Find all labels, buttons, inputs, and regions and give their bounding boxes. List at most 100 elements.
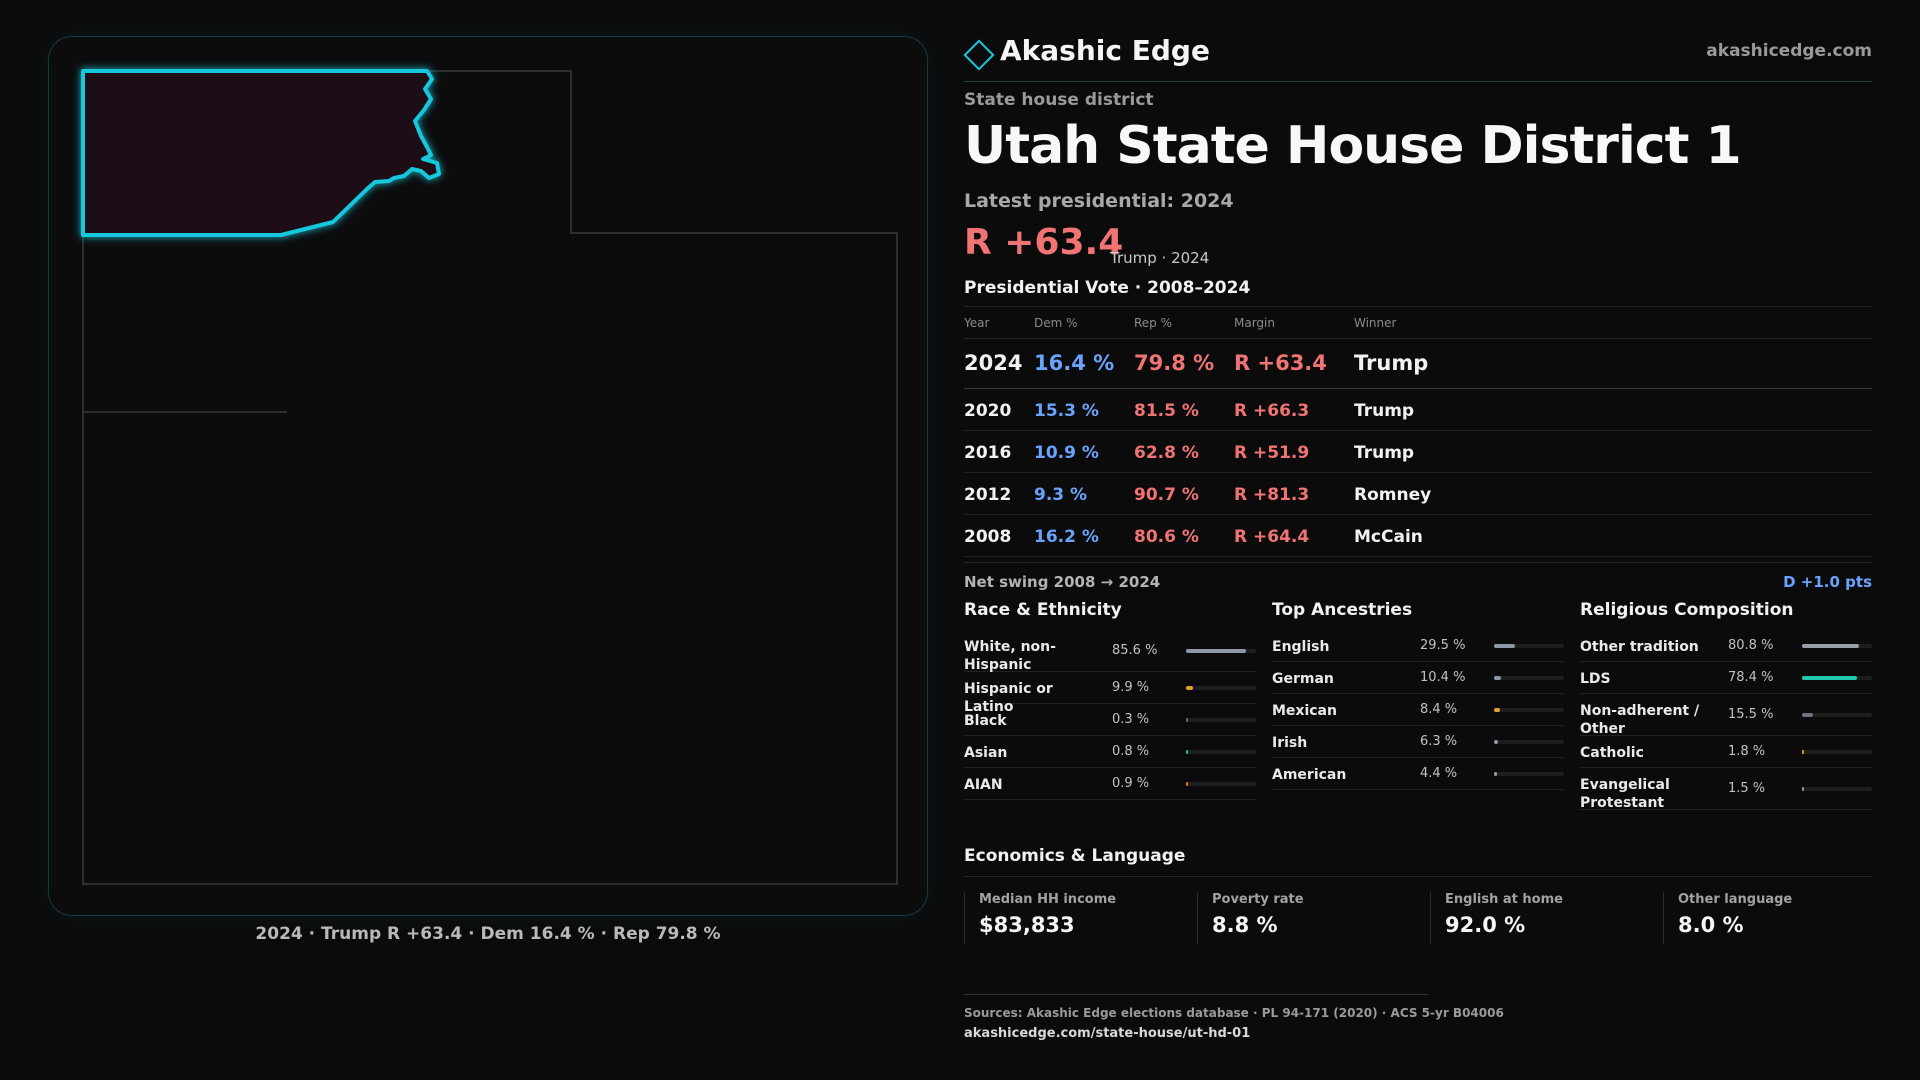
bar-track xyxy=(1802,676,1872,680)
bar-fill xyxy=(1494,740,1499,744)
stat-card: Poverty rate 8.8 % xyxy=(1197,892,1417,944)
item-label: Catholic xyxy=(1580,745,1644,761)
list-item: LDS 78.4 % xyxy=(1580,662,1872,694)
item-label: Non-adherent / Other xyxy=(1580,703,1700,737)
stat-value: $83,833 xyxy=(979,913,1075,937)
bar-fill xyxy=(1186,686,1193,690)
item-value: 0.9 % xyxy=(1112,776,1150,791)
cell-year: 2008 xyxy=(964,527,1012,547)
district-map[interactable] xyxy=(49,37,929,917)
bar-fill xyxy=(1186,649,1246,653)
permalink[interactable]: akashicedge.com/state-house/ut-hd-01 xyxy=(964,1026,1251,1041)
cell-dem: 10.9 % xyxy=(1034,443,1099,463)
item-value: 1.5 % xyxy=(1728,781,1766,796)
cell-year: 2020 xyxy=(964,401,1012,421)
col-winner: Winner xyxy=(1354,316,1397,330)
list-item: English 29.5 % xyxy=(1272,630,1564,662)
list-item: White, non-Hispanic 85.6 % xyxy=(964,630,1256,673)
latest-presidential-label: Latest presidential: 2024 xyxy=(964,190,1234,212)
item-value: 0.3 % xyxy=(1112,712,1150,727)
map-caption: 2024 · Trump R +63.4 · Dem 16.4 % · Rep … xyxy=(255,924,721,944)
cell-dem: 16.4 % xyxy=(1034,351,1115,375)
divider xyxy=(964,876,1872,877)
item-label: White, non-Hispanic xyxy=(964,639,1056,673)
bar-track xyxy=(1494,676,1564,680)
col-margin: Margin xyxy=(1234,316,1275,330)
net-swing: Net swing 2008 → 2024 D +1.0 pts xyxy=(964,562,1872,592)
bar-track xyxy=(1186,718,1256,722)
district-shape[interactable] xyxy=(81,69,441,237)
stat-value: 8.0 % xyxy=(1678,913,1744,937)
stat-label: Poverty rate xyxy=(1212,892,1304,907)
cell-margin: R +81.3 xyxy=(1234,485,1310,505)
bar-track xyxy=(1802,644,1872,648)
headline-margin: R +63.4 xyxy=(964,222,1124,263)
cell-margin: R +66.3 xyxy=(1234,401,1310,421)
list-item: AIAN 0.9 % xyxy=(964,768,1256,800)
item-label: German xyxy=(1272,671,1334,687)
cell-margin: R +51.9 xyxy=(1234,443,1310,463)
cell-winner: Trump xyxy=(1354,443,1415,463)
item-value: 0.8 % xyxy=(1112,744,1150,759)
state-outline xyxy=(82,70,898,885)
race-title: Race & Ethnicity xyxy=(964,600,1122,620)
ancestry-title: Top Ancestries xyxy=(1272,600,1413,620)
item-value: 10.4 % xyxy=(1420,670,1466,685)
table-row: 2008 16.2 % 80.6 % R +64.4 McCain xyxy=(964,515,1872,557)
item-value: 80.8 % xyxy=(1728,638,1774,653)
list-item: Black 0.3 % xyxy=(964,704,1256,736)
bar-fill xyxy=(1494,676,1502,680)
results-header: Year Dem % Rep % Margin Winner xyxy=(964,307,1872,339)
brand-header: Akashic Edge akashicedge.com xyxy=(963,30,1872,82)
stat-value: 8.8 % xyxy=(1212,913,1278,937)
item-label: Other tradition xyxy=(1580,639,1699,655)
map-panel[interactable] xyxy=(48,36,928,916)
list-item: Asian 0.8 % xyxy=(964,736,1256,768)
cell-winner: Trump xyxy=(1354,351,1429,375)
net-swing-value: D +1.0 pts xyxy=(1783,573,1872,591)
stat-label: Median HH income xyxy=(979,892,1117,907)
item-label: English xyxy=(1272,639,1330,655)
page-title: Utah State House District 1 xyxy=(964,116,1742,176)
headline-margin-sub: Trump · 2024 xyxy=(1110,249,1210,267)
bar-fill xyxy=(1494,644,1515,648)
item-value: 4.4 % xyxy=(1420,766,1458,781)
item-value: 8.4 % xyxy=(1420,702,1458,717)
net-swing-label: Net swing 2008 → 2024 xyxy=(964,573,1161,591)
bar-fill xyxy=(1802,713,1813,717)
cell-year: 2024 xyxy=(964,351,1023,375)
bar-track xyxy=(1802,713,1872,717)
cell-rep: 81.5 % xyxy=(1134,401,1199,421)
cell-rep: 79.8 % xyxy=(1134,351,1215,375)
item-label: American xyxy=(1272,767,1347,783)
bar-track xyxy=(1186,649,1256,653)
bar-fill xyxy=(1802,787,1804,791)
item-label: Evangelical Protestant xyxy=(1580,777,1670,811)
cell-dem: 9.3 % xyxy=(1034,485,1088,505)
bar-track xyxy=(1802,750,1872,754)
bar-track xyxy=(1494,740,1564,744)
results-title: Presidential Vote · 2008–2024 xyxy=(964,278,1251,298)
item-value: 15.5 % xyxy=(1728,707,1774,722)
item-value: 6.3 % xyxy=(1420,734,1458,749)
bar-fill xyxy=(1186,750,1188,754)
sources-note: Sources: Akashic Edge elections database… xyxy=(964,1006,1504,1020)
brand-name[interactable]: Akashic Edge xyxy=(1000,34,1210,67)
brand-url[interactable]: akashicedge.com xyxy=(1706,41,1872,61)
district-type-label: State house district xyxy=(964,90,1154,110)
cell-year: 2016 xyxy=(964,443,1012,463)
bar-fill xyxy=(1802,644,1859,648)
list-item: Hispanic or Latino 9.9 % xyxy=(964,672,1256,715)
bar-fill xyxy=(1494,772,1498,776)
table-row: 2012 9.3 % 90.7 % R +81.3 Romney xyxy=(964,473,1872,515)
cell-margin: R +63.4 xyxy=(1234,351,1327,375)
list-item: Catholic 1.8 % xyxy=(1580,736,1872,768)
bar-track xyxy=(1494,644,1564,648)
table-row: 2020 15.3 % 81.5 % R +66.3 Trump xyxy=(964,389,1872,431)
bar-track xyxy=(1186,750,1256,754)
cell-dem: 15.3 % xyxy=(1034,401,1099,421)
item-value: 9.9 % xyxy=(1112,680,1150,695)
stat-value: 92.0 % xyxy=(1445,913,1526,937)
item-value: 1.8 % xyxy=(1728,744,1766,759)
table-row: 2016 10.9 % 62.8 % R +51.9 Trump xyxy=(964,431,1872,473)
